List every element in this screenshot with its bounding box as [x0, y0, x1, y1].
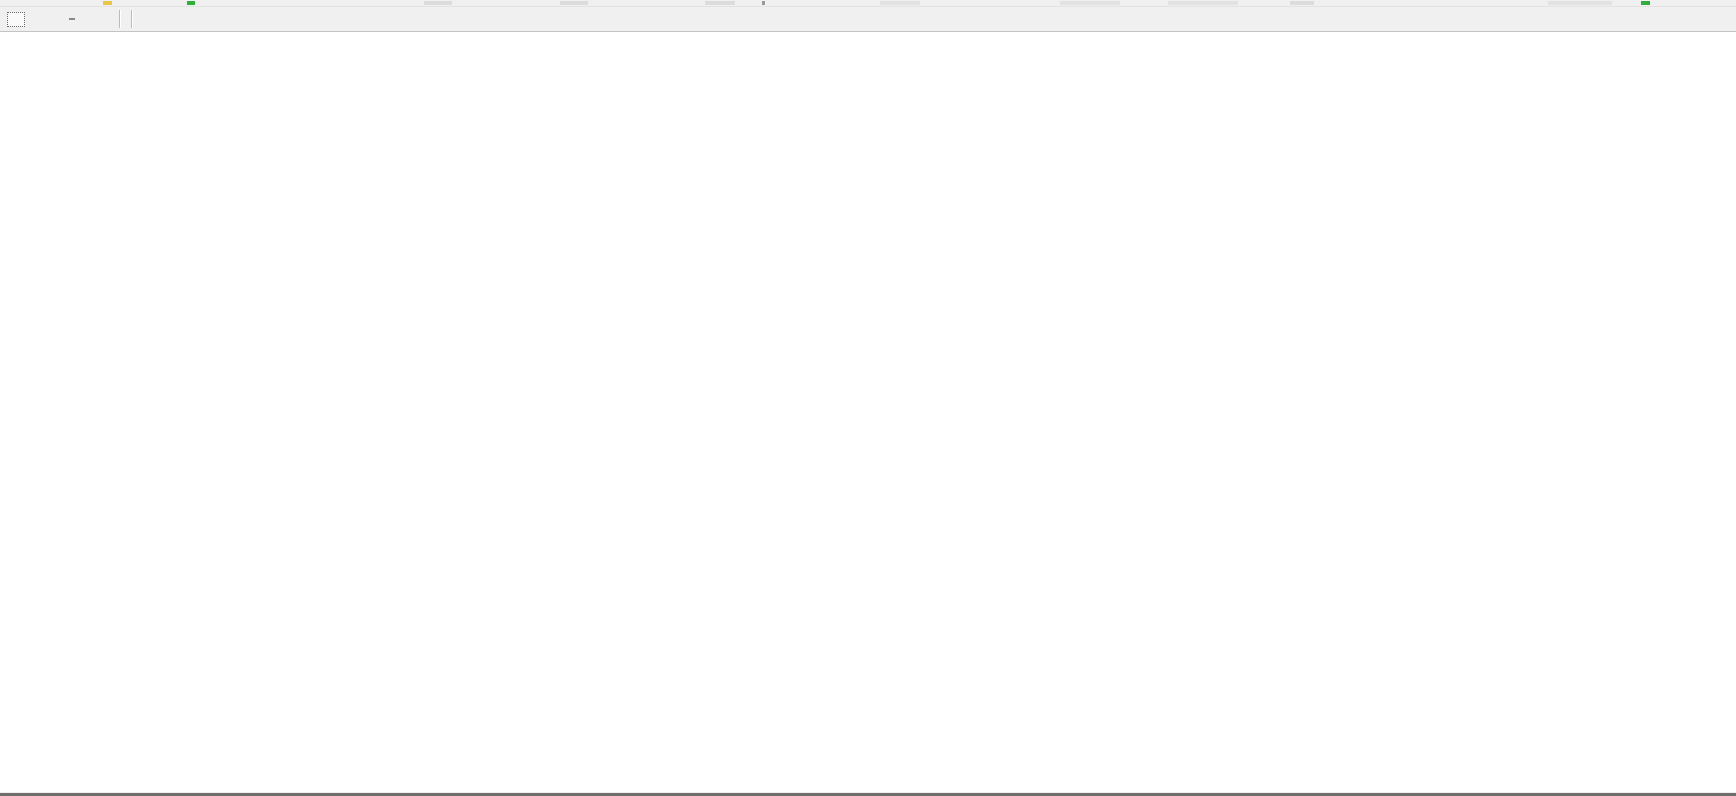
clipped-toolbar-icon — [1641, 1, 1650, 5]
clipped-toolbar-icon — [705, 1, 735, 5]
chart-title — [17, 36, 30, 50]
clipped-toolbar-icon — [762, 1, 765, 5]
clipped-toolbar-icon — [1290, 1, 1314, 5]
clipped-toolbar-icon — [1168, 1, 1238, 5]
clipped-toolbar-icon — [1548, 1, 1612, 5]
clipped-toolbar-icon — [187, 1, 195, 5]
rsi-indicator-label — [15, 669, 18, 681]
clipped-toolbar-icon — [1060, 1, 1120, 5]
clipped-toolbar-strip — [0, 0, 1736, 7]
clipped-toolbar-icon — [103, 1, 112, 5]
macd-indicator-label — [15, 533, 18, 545]
toolbar-separator — [119, 10, 121, 28]
clipped-toolbar-icon — [880, 1, 920, 5]
text-box-tool-button[interactable] — [60, 9, 84, 29]
scrollbar-thumb[interactable] — [0, 793, 1736, 796]
toolbar-separator — [131, 10, 133, 28]
horizontal-scrollbar[interactable] — [0, 792, 1736, 796]
clipped-toolbar-icon — [424, 1, 452, 5]
chart-toolbar — [0, 7, 1736, 32]
pattern-tool-button[interactable] — [4, 9, 28, 29]
clipped-toolbar-icon — [560, 1, 588, 5]
pattern-grid-icon — [7, 11, 25, 27]
text-box-icon — [69, 18, 75, 20]
